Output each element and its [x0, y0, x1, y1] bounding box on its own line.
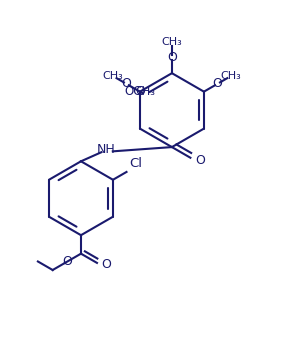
Text: Cl: Cl	[129, 157, 142, 170]
Text: OCH₃: OCH₃	[125, 85, 156, 98]
Text: O: O	[102, 258, 111, 271]
Text: CH₃: CH₃	[221, 71, 241, 81]
Text: O: O	[212, 77, 222, 90]
Text: O: O	[167, 51, 177, 64]
Text: CH₃: CH₃	[162, 37, 182, 47]
Text: O: O	[195, 153, 205, 166]
Text: NH: NH	[97, 144, 116, 157]
Text: O: O	[63, 255, 72, 268]
Text: O: O	[121, 77, 131, 90]
Text: CH₃: CH₃	[102, 71, 123, 81]
Text: O: O	[135, 85, 145, 98]
